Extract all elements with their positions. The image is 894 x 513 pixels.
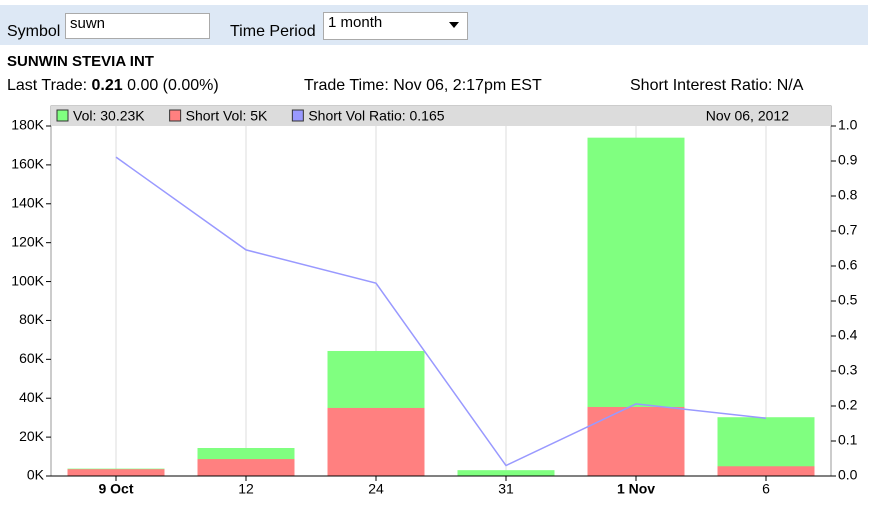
legend-date: Nov 06, 2012 bbox=[706, 108, 789, 124]
y2-tick-label: 0.5 bbox=[838, 292, 858, 308]
bar bbox=[67, 469, 165, 476]
symbol-input[interactable]: suwn bbox=[65, 13, 210, 39]
y-tick-label: 100K bbox=[11, 272, 44, 288]
last-trade-label: Last Trade: bbox=[7, 77, 88, 94]
y2-tick-label: 0.3 bbox=[838, 362, 858, 378]
bar bbox=[717, 466, 815, 476]
legend-label: Short Vol: 5K bbox=[186, 108, 268, 124]
y2-tick-label: 0.8 bbox=[838, 187, 858, 203]
legend-swatch bbox=[291, 109, 304, 122]
x-tick-label: 1 Nov bbox=[617, 481, 655, 497]
legend-swatch bbox=[169, 109, 182, 122]
period-label: Time Period bbox=[230, 23, 316, 40]
y-tick-label: 140K bbox=[11, 194, 44, 210]
legend-strip bbox=[51, 106, 831, 126]
symbol-label: Symbol bbox=[7, 23, 61, 40]
y2-tick-label: 0.1 bbox=[838, 432, 858, 448]
bar bbox=[197, 459, 295, 476]
bar bbox=[327, 407, 425, 476]
period-value: 1 month bbox=[328, 14, 383, 31]
period-select[interactable]: 1 month bbox=[323, 12, 468, 40]
stock-name: SUNWIN STEVIA INT bbox=[7, 53, 154, 70]
y-tick-label: 160K bbox=[11, 156, 44, 172]
legend-swatch bbox=[56, 109, 69, 122]
last-trade-price: 0.21 bbox=[91, 77, 123, 94]
bar bbox=[717, 417, 815, 476]
bar bbox=[457, 470, 555, 476]
y2-tick-label: 0.9 bbox=[838, 152, 858, 168]
x-tick-label: 31 bbox=[498, 481, 514, 497]
y2-tick-label: 0.7 bbox=[838, 222, 858, 238]
bar bbox=[587, 406, 685, 476]
y-tick-label: 60K bbox=[19, 350, 45, 366]
x-tick-label: 9 Oct bbox=[98, 481, 133, 497]
y2-tick-label: 0.4 bbox=[838, 327, 858, 343]
y2-tick-label: 0.2 bbox=[838, 397, 858, 413]
ratio-line bbox=[115, 156, 767, 467]
trade-time: Trade Time: Nov 06, 2:17pm EST bbox=[304, 77, 542, 94]
short-interest: Short Interest Ratio: N/A bbox=[630, 77, 804, 94]
y2-tick-label: 0.6 bbox=[838, 257, 858, 273]
y-tick-label: 20K bbox=[19, 428, 45, 444]
dropdown-arrow bbox=[449, 22, 459, 28]
plot-area bbox=[50, 105, 832, 477]
y2-tick-label: 0.0 bbox=[838, 467, 858, 483]
x-tick-label: 24 bbox=[368, 481, 384, 497]
y-tick-label: 40K bbox=[19, 389, 45, 405]
y2-tick-label: 1.0 bbox=[838, 117, 858, 133]
last-trade-change: 0.00 (0.00%) bbox=[127, 77, 219, 94]
form-bar: Symbol suwn Time Period 1 month bbox=[0, 5, 868, 45]
last-trade: Last Trade: 0.21 0.00 (0.00%) bbox=[7, 77, 219, 95]
y-tick-label: 120K bbox=[11, 233, 44, 249]
legend-label: Vol: 30.23K bbox=[73, 108, 145, 124]
x-tick-label: 12 bbox=[238, 481, 254, 497]
y-tick-label: 80K bbox=[19, 311, 45, 327]
y-tick-label: 0K bbox=[27, 467, 45, 483]
x-tick-label: 6 bbox=[762, 481, 770, 497]
y-tick-label: 180K bbox=[11, 117, 44, 133]
legend-label: Short Vol Ratio: 0.165 bbox=[308, 108, 444, 124]
